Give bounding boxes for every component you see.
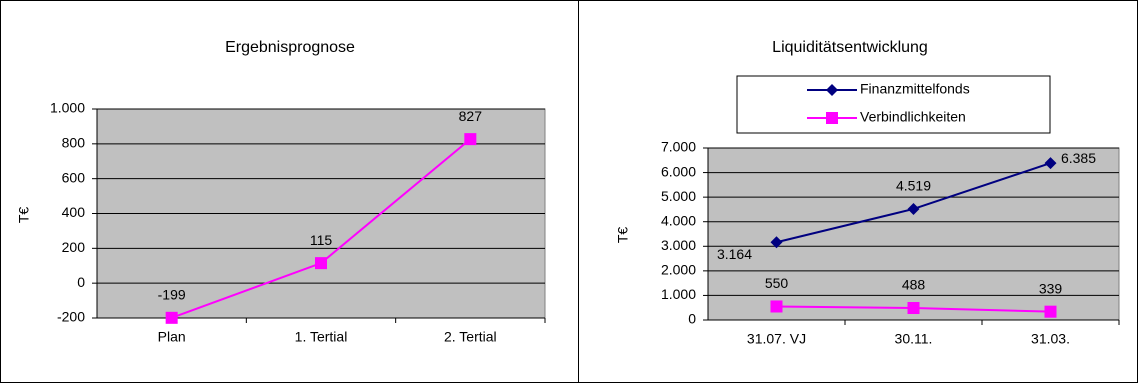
x-tick-label: 31.07. VJ: [747, 331, 806, 347]
legend-box: [736, 75, 1051, 134]
y-axis-label: T€: [615, 227, 631, 244]
data-point: [907, 202, 920, 215]
data-label: 6.385: [1061, 150, 1096, 166]
chart-title: Liquiditätsentwicklung: [772, 39, 928, 56]
data-label: 488: [902, 277, 926, 293]
x-tick-label: 31.03.: [1031, 331, 1070, 347]
y-tick-label: 3.000: [661, 237, 696, 253]
data-point: [770, 236, 783, 249]
legend-marker: [826, 84, 838, 96]
y-tick-label: 6.000: [661, 163, 696, 179]
data-point: [1044, 305, 1057, 318]
data-point: [315, 257, 327, 270]
y-tick-label: 5.000: [661, 188, 696, 204]
legend-label: Verbindlichkeiten: [860, 109, 966, 125]
data-label: 339: [1039, 280, 1063, 296]
data-point: [1044, 157, 1057, 170]
y-tick-label: 4.000: [661, 212, 696, 228]
data-label: 550: [765, 275, 789, 291]
y-tick-label: 7.000: [661, 139, 696, 155]
data-label: 827: [459, 108, 483, 124]
plot-area: [707, 147, 1120, 321]
y-tick-label: 0: [688, 311, 696, 327]
x-tick-label: 1. Tertial: [295, 329, 348, 345]
data-label: 115: [310, 232, 333, 248]
y-tick-label: 600: [62, 169, 86, 185]
legend-label: Finanzmittelfonds: [860, 81, 970, 97]
x-tick-label: 2. Tertial: [444, 329, 497, 345]
data-point: [770, 300, 783, 313]
y-axis-label: T€: [16, 207, 32, 224]
y-tick-label: 200: [62, 239, 86, 255]
data-label: 3.164: [717, 246, 752, 262]
data-point: [464, 133, 477, 146]
data-point: [907, 302, 920, 315]
x-tick-label: 30.11.: [895, 331, 933, 347]
y-tick-label: 1.000: [661, 286, 696, 302]
y-tick-label: 800: [62, 135, 86, 151]
y-tick-label: 1.000: [50, 100, 85, 116]
data-label: -199: [158, 287, 186, 303]
legend-marker: [826, 112, 838, 124]
y-tick-label: 2.000: [661, 262, 696, 278]
y-tick-label: -200: [57, 309, 85, 325]
data-label: 4.519: [896, 178, 931, 194]
data-point: [165, 311, 178, 324]
x-tick-label: Plan: [158, 329, 186, 345]
y-tick-label: 0: [77, 274, 85, 290]
y-tick-label: 400: [62, 204, 86, 220]
chart-title: Ergebnisprognose: [225, 39, 355, 56]
